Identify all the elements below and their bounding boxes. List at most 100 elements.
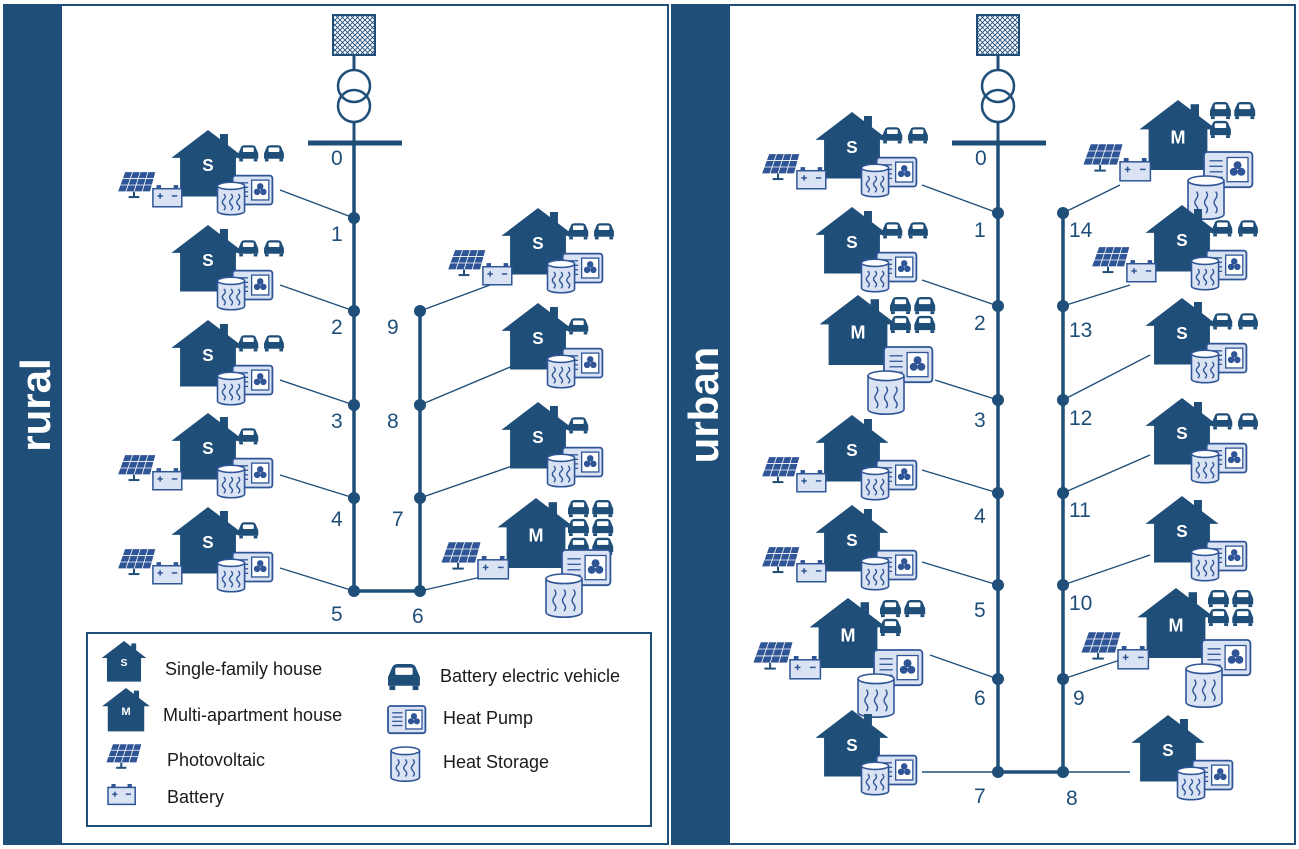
house-letter: S xyxy=(202,346,213,365)
node-label: 11 xyxy=(1069,499,1091,522)
house-letter: S xyxy=(532,329,543,348)
single-family-house-icon: S xyxy=(815,112,889,179)
node-label: 6 xyxy=(412,605,424,628)
node-label: 5 xyxy=(974,599,986,622)
ev-icon xyxy=(882,127,903,144)
service-line xyxy=(419,364,516,406)
legend-multi-apartment-icon: M xyxy=(102,688,150,732)
node-label: 1 xyxy=(331,223,343,246)
grid-connection xyxy=(976,14,1020,56)
ev-icon xyxy=(238,240,259,257)
urban-house-cluster: M xyxy=(819,295,999,415)
house-letter: S xyxy=(846,736,857,755)
service-line xyxy=(921,561,999,586)
house-letter: M xyxy=(851,322,866,342)
legend-icons: SM xyxy=(101,641,427,806)
urban-house-cluster: S xyxy=(1062,298,1258,401)
service-line xyxy=(279,189,355,219)
node-label: 9 xyxy=(1073,687,1085,710)
legend-heat-storage: Heat Storage xyxy=(443,752,549,772)
single-family-house-icon: S xyxy=(1131,715,1205,782)
single-family-house-icon: S xyxy=(1145,398,1219,465)
house-letter: S xyxy=(846,233,857,252)
photovoltaic-icon xyxy=(117,171,157,199)
urban-house-cluster: S xyxy=(1062,205,1258,307)
heat-storage-icon xyxy=(216,464,246,499)
battery-icon xyxy=(152,562,183,585)
ev-icon xyxy=(264,240,284,257)
node-label: 4 xyxy=(974,505,986,528)
heat-storage-icon xyxy=(216,558,246,593)
single-family-house-icon: S xyxy=(1145,205,1219,272)
service-line xyxy=(419,464,516,499)
node-label: 9 xyxy=(387,316,399,339)
service-line xyxy=(279,474,355,499)
house-letter: S xyxy=(532,234,543,253)
ev-icon xyxy=(1212,413,1233,430)
single-family-house-icon: S xyxy=(815,710,889,777)
urban-house-cluster: S xyxy=(761,112,999,214)
legend-box xyxy=(86,632,652,827)
single-family-house-icon: S xyxy=(1145,298,1219,365)
ev-icon xyxy=(1212,220,1233,237)
photovoltaic-icon xyxy=(761,546,801,574)
ev-icon xyxy=(1232,590,1254,608)
single-family-house-icon: S xyxy=(501,402,575,469)
rural-sidebar xyxy=(4,5,62,844)
ev-icon xyxy=(264,335,284,352)
node-label: 10 xyxy=(1069,592,1092,615)
node-label: 2 xyxy=(331,316,343,339)
ev-icon xyxy=(388,664,420,691)
legend-heat-pump: Heat Pump xyxy=(443,708,533,728)
heat-storage-icon xyxy=(390,746,421,782)
single-family-house-icon: S xyxy=(1145,496,1219,563)
heat-storage-icon xyxy=(545,573,583,618)
heat-pump-icon xyxy=(875,156,918,188)
service-line xyxy=(1062,554,1151,586)
service-line xyxy=(1062,454,1151,494)
ev-icon xyxy=(1212,313,1233,330)
ev-icon xyxy=(592,537,614,555)
heat-storage-icon xyxy=(860,163,890,198)
heat-storage-icon xyxy=(216,371,246,406)
ev-icon xyxy=(904,600,926,618)
rural-house-cluster: S xyxy=(117,507,355,593)
single-family-house-icon: S xyxy=(815,415,889,482)
single-family-house-icon: S xyxy=(171,413,245,480)
ev-icon xyxy=(264,145,284,162)
rural-house-cluster: S xyxy=(117,413,355,499)
multi-apartment-house-icon: M xyxy=(809,598,887,668)
photovoltaic-icon xyxy=(761,153,801,181)
ev-icon xyxy=(592,500,614,518)
photovoltaic-icon xyxy=(117,548,157,576)
node-label: 6 xyxy=(974,687,986,710)
photovoltaic-icon xyxy=(447,249,487,277)
legend-single-family: Single-family house xyxy=(165,659,322,679)
house-letter: M xyxy=(1169,615,1184,635)
house-letter: S xyxy=(1176,522,1187,541)
rural-title: rural xyxy=(12,358,59,451)
ev-icon xyxy=(1208,608,1229,626)
ev-icon xyxy=(568,417,589,434)
ev-icon xyxy=(880,618,901,636)
node-label: 12 xyxy=(1069,407,1092,430)
rural-house-cluster: S xyxy=(419,303,604,406)
single-family-house-icon: S xyxy=(171,507,245,574)
legend-battery: Battery xyxy=(167,787,224,807)
heat-storage-icon xyxy=(1187,175,1225,220)
battery-icon xyxy=(1119,158,1152,182)
house-letter: M xyxy=(1171,127,1186,147)
battery-icon xyxy=(482,263,513,286)
service-line xyxy=(921,469,999,494)
house-letter: S xyxy=(846,441,857,460)
heat-storage-icon xyxy=(546,259,576,294)
ev-icon xyxy=(890,315,911,333)
house-letter: S xyxy=(1176,231,1187,250)
ev-icon xyxy=(238,428,259,445)
service-line xyxy=(1062,184,1121,214)
urban-house-cluster: S xyxy=(1062,398,1258,494)
heat-storage-icon xyxy=(860,761,890,796)
photovoltaic-icon xyxy=(440,541,482,570)
house-letter: S xyxy=(1176,324,1187,343)
